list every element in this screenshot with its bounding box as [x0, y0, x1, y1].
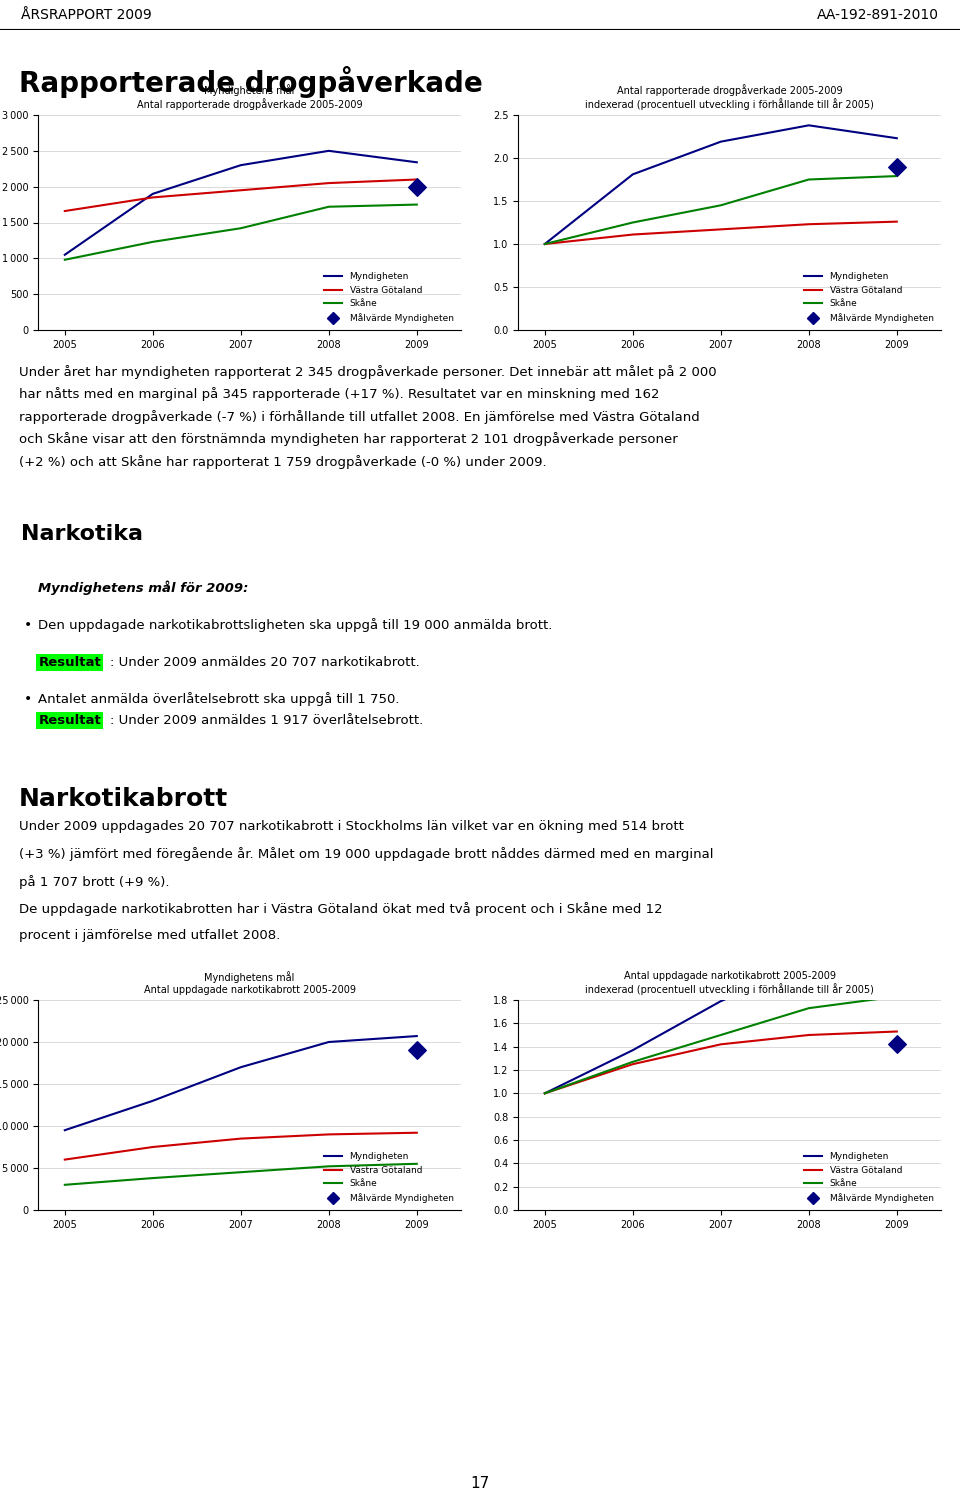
Text: har nåtts med en marginal på 345 rapporterade (+17 %). Resultatet var en minskni: har nåtts med en marginal på 345 rapport… — [19, 388, 660, 402]
Text: Myndighetens mål för 2009:: Myndighetens mål för 2009: — [38, 580, 249, 595]
Title: Myndighetens mål
Antal rapporterade drogpåverkade 2005-2009: Myndighetens mål Antal rapporterade drog… — [136, 85, 363, 110]
Text: Under året har myndigheten rapporterat 2 345 drogpåverkade personer. Det innebär: Under året har myndigheten rapporterat 2… — [19, 365, 717, 379]
Point — [409, 175, 424, 199]
Text: Antalet anmälda överlåtelsebrott ska uppgå till 1 750.: Antalet anmälda överlåtelsebrott ska upp… — [38, 692, 400, 707]
Text: och Skåne visar att den förstnämnda myndigheten har rapporterat 2 101 drogpåverk: och Skåne visar att den förstnämnda mynd… — [19, 432, 678, 447]
Point — [409, 1039, 424, 1063]
Text: på 1 707 brott (+9 %).: på 1 707 brott (+9 %). — [19, 874, 170, 888]
Text: Rapporterade drogpåverkade: Rapporterade drogpåverkade — [19, 66, 483, 98]
Title: Antal rapporterade drogpåverkade 2005-2009
indexerad (procentuell utveckling i f: Antal rapporterade drogpåverkade 2005-20… — [586, 85, 874, 110]
Text: De uppdagade narkotikabrotten har i Västra Götaland ökat med två procent och i S: De uppdagade narkotikabrotten har i Väst… — [19, 901, 662, 917]
Text: procent i jämförelse med utfallet 2008.: procent i jämförelse med utfallet 2008. — [19, 929, 280, 942]
Text: Narkotikabrott: Narkotikabrott — [19, 787, 228, 811]
Text: (+3 %) jämfört med föregående år. Målet om 19 000 uppdagade brott nåddes därmed : (+3 %) jämfört med föregående år. Målet … — [19, 847, 713, 861]
Text: (+2 %) och att Skåne har rapporterat 1 759 drogpåverkade (-0 %) under 2009.: (+2 %) och att Skåne har rapporterat 1 7… — [19, 455, 547, 468]
Text: 17: 17 — [470, 1477, 490, 1490]
Legend: Myndigheten, Västra Götaland, Skåne, Målvärde Myndigheten: Myndigheten, Västra Götaland, Skåne, Mål… — [802, 1149, 936, 1205]
Text: Narkotika: Narkotika — [21, 524, 143, 544]
Point — [889, 154, 904, 178]
Legend: Myndigheten, Västra Götaland, Skåne, Målvärde Myndigheten: Myndigheten, Västra Götaland, Skåne, Mål… — [322, 270, 456, 326]
Title: Myndighetens mål
Antal uppdagade narkotikabrott 2005-2009: Myndighetens mål Antal uppdagade narkoti… — [144, 971, 355, 995]
Text: : Under 2009 anmäldes 1 917 överlåtelsebrott.: : Under 2009 anmäldes 1 917 överlåtelseb… — [110, 714, 423, 726]
Text: ÅRSRAPPORT 2009: ÅRSRAPPORT 2009 — [21, 8, 152, 23]
Text: : Under 2009 anmäldes 20 707 narkotikabrott.: : Under 2009 anmäldes 20 707 narkotikabr… — [110, 655, 420, 669]
Legend: Myndigheten, Västra Götaland, Skåne, Målvärde Myndigheten: Myndigheten, Västra Götaland, Skåne, Mål… — [322, 1149, 456, 1205]
Text: Den uppdagade narkotikabrottsligheten ska uppgå till 19 000 anmälda brott.: Den uppdagade narkotikabrottsligheten sk… — [38, 618, 553, 633]
Point — [889, 1033, 904, 1057]
Text: •: • — [24, 618, 33, 633]
Legend: Myndigheten, Västra Götaland, Skåne, Målvärde Myndigheten: Myndigheten, Västra Götaland, Skåne, Mål… — [802, 270, 936, 326]
Text: Resultat: Resultat — [38, 655, 101, 669]
Title: Antal uppdagade narkotikabrott 2005-2009
indexerad (procentuell utveckling i för: Antal uppdagade narkotikabrott 2005-2009… — [586, 971, 874, 995]
Text: Resultat: Resultat — [38, 714, 101, 726]
Text: •: • — [24, 692, 33, 707]
Text: rapporterade drogpåverkade (-7 %) i förhållande till utfallet 2008. En jämförels: rapporterade drogpåverkade (-7 %) i förh… — [19, 409, 700, 424]
Text: Under 2009 uppdagades 20 707 narkotikabrott i Stockholms län vilket var en öknin: Under 2009 uppdagades 20 707 narkotikabr… — [19, 820, 684, 834]
Text: AA-192-891-2010: AA-192-891-2010 — [817, 8, 939, 23]
